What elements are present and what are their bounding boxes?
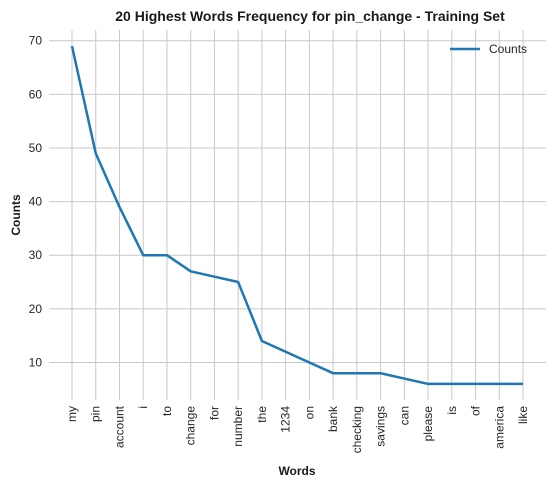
- x-tick-label: for: [207, 406, 221, 420]
- x-tick-label: account: [112, 405, 126, 448]
- x-tick-label: to: [160, 406, 174, 416]
- x-axis-label: Words: [278, 464, 315, 478]
- legend: Counts: [450, 42, 527, 56]
- series-line-counts: [70, 45, 523, 386]
- x-tick-label: number: [231, 406, 245, 447]
- y-tick-label: 10: [29, 355, 43, 369]
- x-tick-label: of: [469, 405, 483, 416]
- x-tick-label: the: [255, 406, 269, 423]
- y-tick-label: 60: [29, 87, 43, 101]
- y-tick-label: 30: [29, 248, 43, 262]
- x-tick-label: pin: [89, 406, 103, 422]
- x-tick-label: please: [421, 406, 435, 442]
- chart-title: 20 Highest Words Frequency for pin_chang…: [115, 8, 505, 24]
- y-tick-label: 70: [29, 34, 43, 48]
- y-tick-label: 50: [29, 141, 43, 155]
- x-tick-label: my: [65, 406, 79, 422]
- y-tick-label: 40: [29, 195, 43, 209]
- x-tick-label: america: [492, 406, 506, 449]
- legend-label-counts: Counts: [489, 42, 527, 56]
- x-tick-label: change: [184, 406, 198, 446]
- x-tick-label: bank: [326, 405, 340, 432]
- y-tick-label: 20: [29, 302, 43, 316]
- x-tick-label: can: [397, 406, 411, 425]
- x-tick-label: like: [516, 406, 530, 424]
- x-tick-labels: my pin account i to change for number the 1234 on b…: [65, 405, 530, 453]
- x-tick-label: i: [136, 406, 150, 409]
- x-tick-label: is: [445, 406, 459, 415]
- x-tick-label: savings: [374, 406, 388, 447]
- x-tick-label: 1234: [279, 406, 293, 433]
- x-tick-label: checking: [350, 406, 364, 453]
- x-tick-label: on: [302, 406, 316, 419]
- grid: [49, 30, 546, 400]
- y-axis-label: Counts: [9, 194, 23, 236]
- series-line-layer: [70, 45, 523, 386]
- y-tick-labels: 10 20 30 40 50 60 70: [29, 34, 43, 370]
